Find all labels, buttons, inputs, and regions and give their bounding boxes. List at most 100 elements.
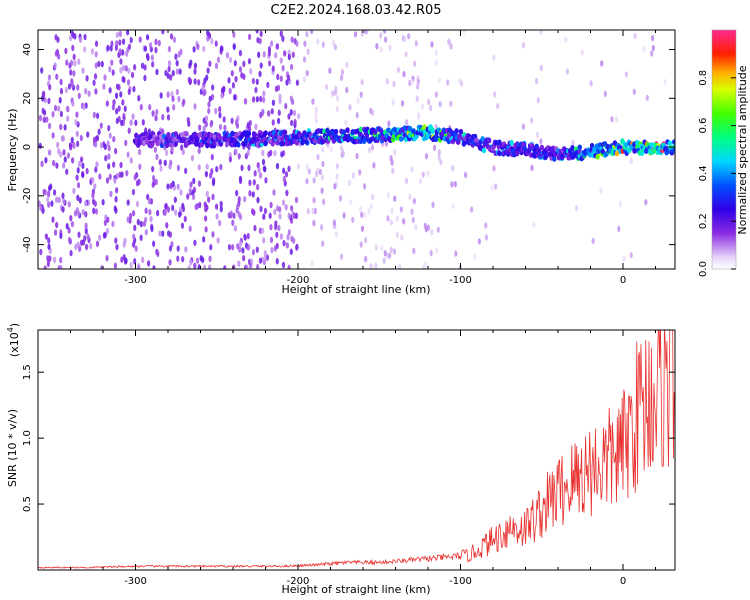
spectrogram-noise-cell — [259, 62, 263, 69]
spectrogram-noise-cell — [141, 119, 145, 126]
spectrogram-noise-cell — [197, 264, 201, 269]
spectrogram-ridge-cell — [263, 130, 268, 136]
spectrogram-xtick-label: -300 — [124, 275, 147, 286]
spectrogram-noise-cell — [263, 165, 267, 173]
spectrogram-noise-cell — [294, 196, 299, 204]
spectrogram-noise-cell — [335, 94, 340, 102]
spectrogram-noise-cell — [60, 135, 64, 142]
spectrogram-ridge-cell — [425, 133, 431, 140]
spectrogram-noise-cell — [369, 263, 373, 269]
spectrogram-noise-cell — [314, 111, 318, 119]
spectrogram-noise-cell — [154, 38, 158, 46]
spectrogram-noise-cell — [363, 237, 368, 244]
spectrogram-noise-cell — [122, 76, 126, 84]
spectrogram-noise-cell — [67, 236, 72, 244]
spectrogram-noise-cell — [321, 41, 325, 48]
spectrogram-noise-cell — [347, 179, 352, 187]
spectrogram-noise-cell — [410, 78, 414, 86]
spectrogram-noise-cell — [169, 182, 173, 190]
spectrogram-noise-cell — [269, 149, 273, 157]
spectrogram-noise-cell — [111, 220, 115, 228]
spectrogram-noise-cell — [94, 62, 98, 69]
spectrogram-ridge-cell — [667, 140, 673, 146]
spectrogram-noise-cell — [305, 30, 309, 38]
spectrogram-noise-cell — [55, 221, 59, 229]
colorbar: 0.0 0.2 0.4 0.6 0.8 Normalized spectral ampl… — [698, 29, 749, 277]
spectrogram-noise-cell — [124, 257, 128, 264]
spectrogram-noise-cell — [72, 53, 76, 61]
spectrogram-noise-cell — [446, 79, 450, 86]
spectrogram-noise-cell — [101, 198, 105, 206]
spectrogram-noise-cell — [650, 50, 654, 57]
spectrogram-noise-cell — [86, 131, 90, 138]
spectrogram-noise-cell — [206, 67, 210, 74]
spectrogram-noise-cell — [367, 208, 371, 215]
spectrogram-noise-cell — [79, 134, 83, 142]
spectrogram-noise-cell — [107, 163, 111, 170]
spectrogram-noise-cell — [429, 249, 433, 257]
colorbar-tick-label: 0.4 — [698, 165, 709, 181]
spectrogram-noise-cell — [238, 213, 243, 221]
spectrogram-noise-cell — [380, 244, 384, 252]
spectrogram-noise-cell — [209, 121, 213, 128]
spectrogram-noise-cell — [437, 149, 441, 156]
spectrogram-noise-cell — [632, 88, 636, 96]
snr-panel: -300 -200 -100 0 0.5 1.0 1.5 Height of straigh… — [6, 323, 676, 596]
spectrogram-noise-cell — [341, 150, 345, 158]
spectrogram-noise-cell — [52, 159, 56, 167]
spectrogram-noise-cell — [287, 53, 291, 61]
spectrogram-noise-cell — [232, 212, 236, 219]
spectrogram-noise-cell — [477, 238, 481, 245]
spectrogram-noise-cell — [360, 79, 364, 86]
spectrogram-noise-cell — [169, 33, 174, 40]
spectrogram-noise-cell — [84, 243, 89, 251]
colorbar-tick-label: 0.8 — [698, 70, 709, 86]
spectrogram-noise-cell — [390, 159, 394, 166]
spectrogram-xlabel: Height of straight line (km) — [281, 283, 430, 296]
spectrogram-noise-cell — [78, 197, 82, 204]
spectrogram-noise-cell — [67, 227, 71, 234]
spectrogram-ridge-cell — [402, 125, 408, 131]
spectrogram-noise-cell — [290, 36, 294, 43]
spectrogram-noise-cell — [285, 189, 289, 197]
spectrogram-noise-cell — [402, 70, 406, 78]
spectrogram-noise-cell — [521, 123, 525, 130]
spectrogram-noise-cell — [55, 73, 59, 80]
spectrogram-noise-cell — [54, 196, 59, 203]
spectrogram-noise-cell — [59, 123, 63, 131]
spectrogram-noise-cell — [152, 265, 156, 269]
spectrogram-noise-cell — [67, 83, 72, 90]
spectrogram-noise-cell — [179, 189, 183, 196]
spectrogram-noise-cell — [172, 36, 177, 43]
spectrogram-noise-cell — [151, 181, 155, 188]
spectrogram-noise-cell — [295, 40, 299, 47]
spectrogram-noise-cell — [180, 144, 184, 151]
colorbar-tick-label: 0.0 — [698, 261, 709, 277]
spectrogram-noise-cell — [274, 52, 278, 59]
spectrogram-noise-cell — [85, 75, 89, 82]
spectrogram-noise-cell — [72, 187, 76, 195]
spectrogram-noise-cell — [138, 36, 142, 43]
spectrogram-noise-cell — [167, 60, 172, 67]
spectrogram-noise-cell — [39, 248, 43, 256]
spectrogram-noise-cell — [91, 192, 95, 199]
spectrogram-noise-cell — [430, 228, 434, 236]
spectrogram-noise-cell — [155, 68, 159, 76]
spectrogram-noise-cell — [189, 181, 193, 188]
spectrogram-noise-cell — [329, 145, 333, 153]
spectrogram-noise-cell — [610, 115, 614, 123]
spectrogram-noise-cell — [447, 38, 451, 45]
spectrogram-noise-cell — [290, 119, 294, 127]
spectrogram-noise-cell — [156, 250, 160, 258]
spectrogram-noise-cell — [76, 140, 80, 148]
spectrogram-ridge-cell — [454, 128, 459, 134]
spectrogram-noise-cell — [629, 251, 633, 259]
spectrogram-noise-cell — [158, 158, 162, 166]
spectrogram-noise-cell — [358, 169, 362, 176]
spectrogram-ridge-cell — [526, 147, 532, 154]
spectrogram-ridge-cell — [595, 154, 600, 160]
spectrogram-noise-cell — [136, 218, 140, 226]
spectrogram-noise-cell — [335, 163, 339, 170]
spectrogram-noise-cell — [334, 230, 338, 238]
spectrogram-noise-cell — [121, 49, 125, 56]
